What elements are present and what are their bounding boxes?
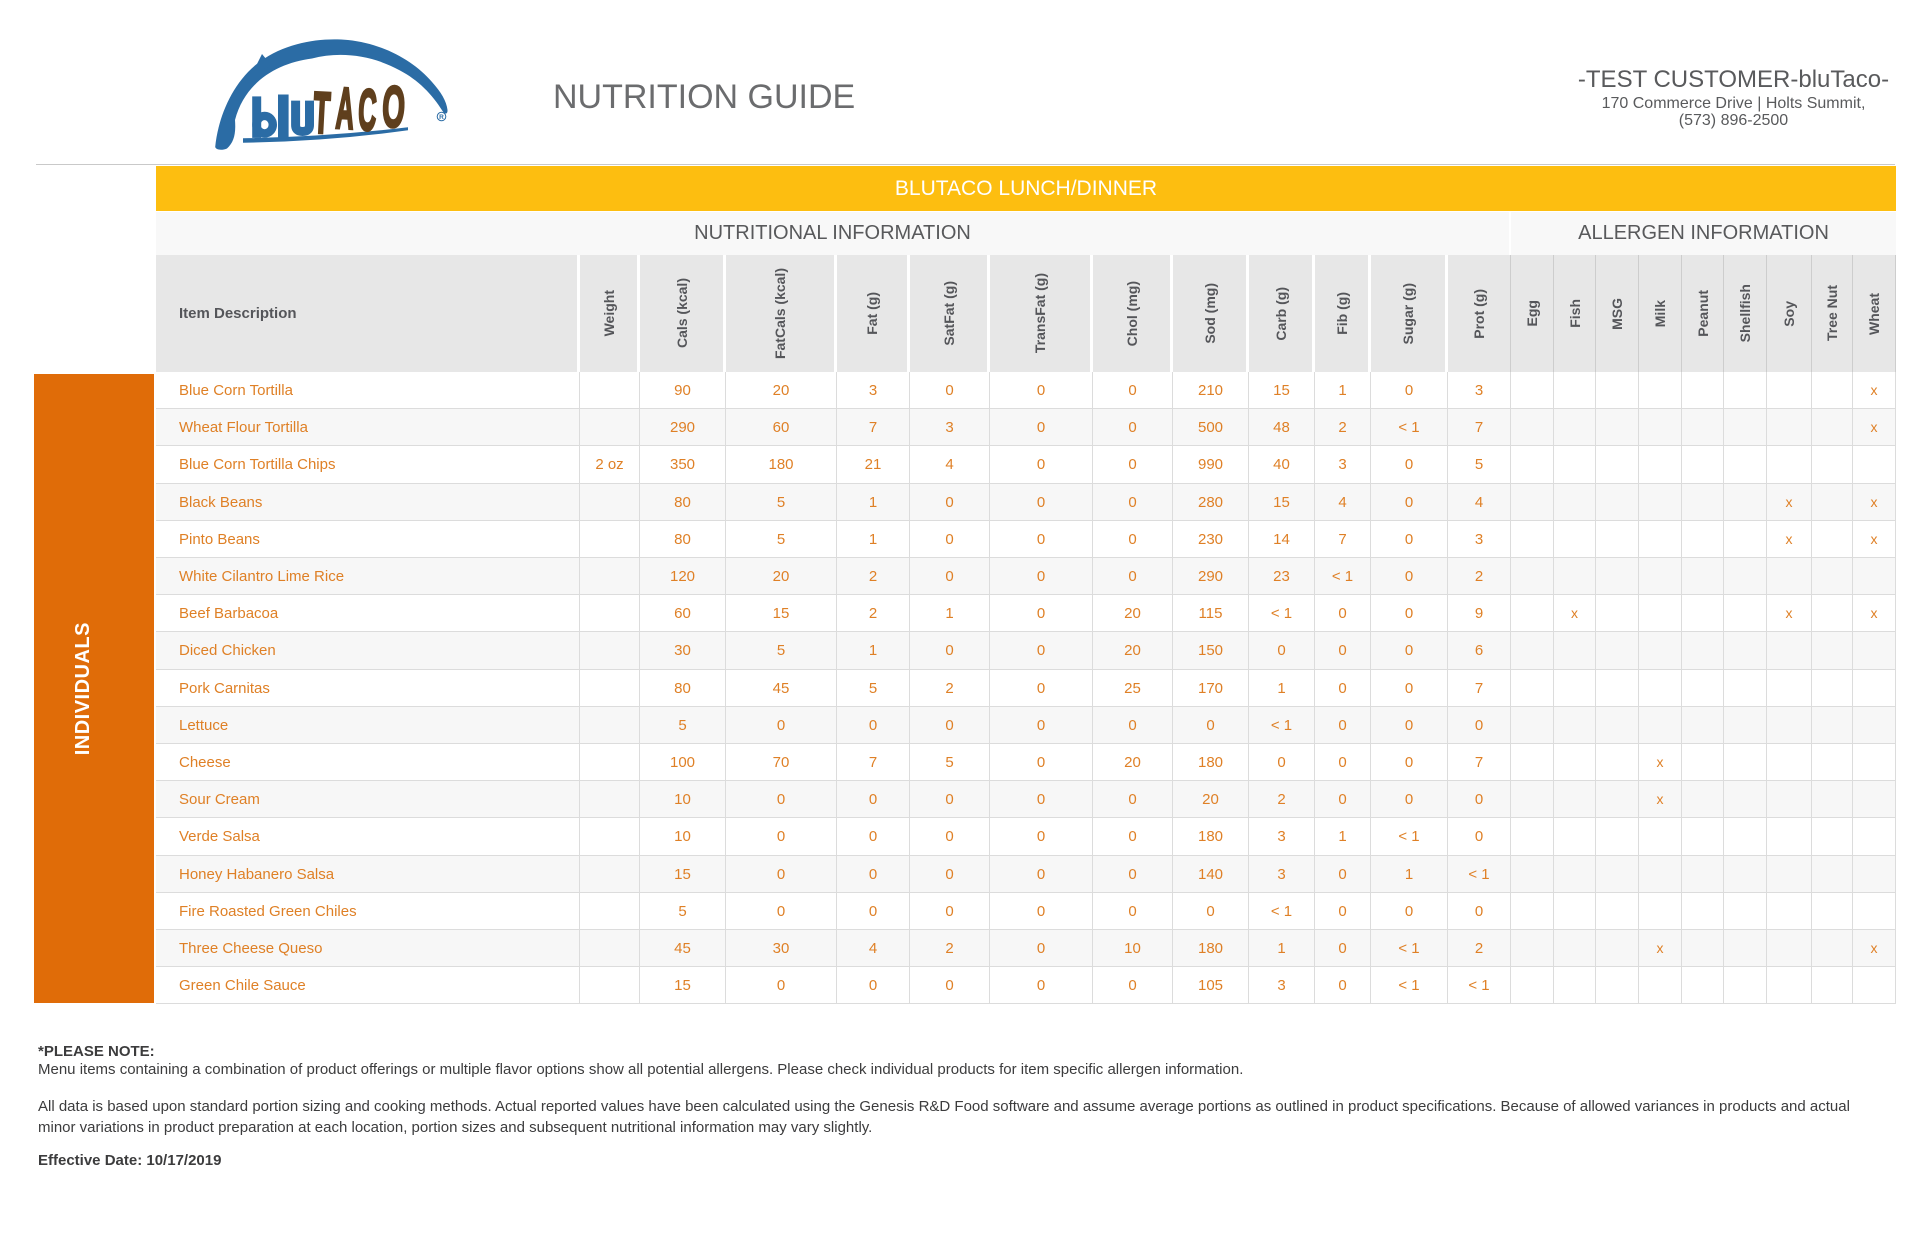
svg-text:A: A: [335, 77, 356, 142]
svg-text:R: R: [439, 114, 444, 121]
svg-text:C: C: [357, 79, 378, 143]
svg-text:O: O: [381, 73, 407, 140]
svg-text:T: T: [312, 80, 332, 146]
